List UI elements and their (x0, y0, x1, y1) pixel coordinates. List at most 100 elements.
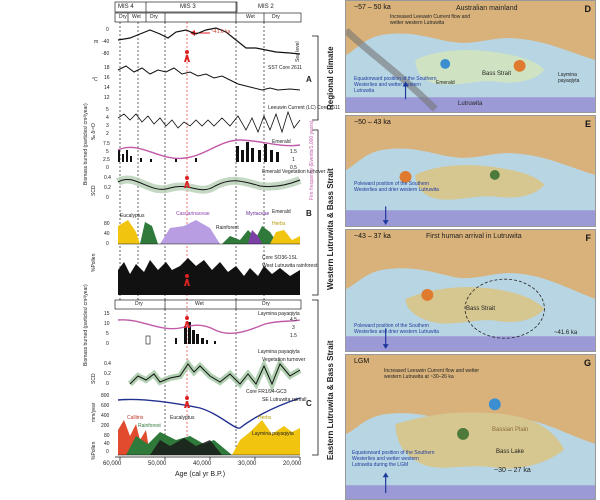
label-emerald: Emerald (272, 139, 291, 145)
tick-label: 80 (104, 433, 110, 439)
tick-label: 4 (106, 115, 109, 121)
map-d-note-6: Lutruwita (458, 101, 483, 107)
map-d-note-4: Emerald (436, 80, 455, 86)
phase-label-3: Dry (150, 14, 158, 20)
label-laymina-2: Laymina payaqiyta (258, 349, 300, 355)
pollen-eucalyptus: Eucalyptus (120, 213, 145, 219)
label-veg-turnover: Vegetation turnover (262, 357, 306, 363)
lower-phase-2: Wet (195, 301, 204, 307)
map-g-note-1: Increased Leeuwin Current flow and wette… (384, 368, 480, 380)
tick-label: 80 (104, 221, 110, 227)
tick-label: 7.5 (103, 141, 110, 147)
map-g-letter: G (583, 358, 591, 368)
map-g-graphic (346, 355, 595, 499)
tick-label: 0.4 (104, 175, 111, 181)
fire-val-bottom-3: 1.5 (290, 333, 297, 339)
pollen-callitris: Callitris (127, 415, 144, 421)
panel-letter-c: C (306, 399, 312, 408)
label-core: Core SO36-1SL (262, 255, 298, 261)
map-d-graphic (346, 1, 595, 112)
map-d-note-1: Increased Leeuwin Current flow and wette… (390, 14, 471, 26)
paleo-record-figure (114, 1, 319, 460)
phase-label-1: Dry (119, 14, 127, 20)
tick-label: 40 (104, 231, 110, 237)
sst-unit: °C (92, 77, 98, 83)
tick-label: 2 (106, 131, 109, 137)
tick-label: 10 (104, 321, 110, 327)
panel-letter-b: B (306, 209, 312, 218)
label-laymina-3: Laymina payaqiyta (252, 431, 294, 437)
tick-label: 5 (106, 107, 109, 113)
map-d-letter: D (584, 4, 592, 14)
section-regional: Regional climate (326, 46, 335, 110)
tick-label: 2.5 (103, 157, 110, 163)
delta-unit: ‰ δ¹⁸O (91, 123, 97, 140)
label-sst: SST Core 2611 (268, 65, 303, 71)
map-d-note-5: Laymina payaqiyta (558, 72, 580, 84)
label-core-fr: Core FR1/94-GC3 (246, 389, 287, 395)
map-panel-d: ~57 – 50 ka Australian mainland D Increa… (345, 0, 596, 113)
tick-label: 14 (104, 85, 110, 91)
x-axis-label: Age (cal yr B.P.) (175, 471, 226, 478)
x-tick: 50,000 (148, 461, 167, 467)
panel-letter-a: A (306, 75, 312, 84)
map-g-note-2: Bassian Plain (492, 427, 529, 433)
sea-level-unit: m (94, 39, 99, 45)
x-tick: 60,000 (103, 461, 122, 467)
map-d-title: ~57 – 50 ka (354, 4, 391, 11)
map-f-note-3: ~41.6 ka (554, 330, 578, 336)
tick-label: 5 (106, 149, 109, 155)
phase-label-5: Dry (272, 14, 280, 20)
pollen-rainforest-bottom: Rainforest (138, 423, 161, 429)
tick-label: -40 (102, 39, 110, 45)
tick-label: 0 (106, 449, 109, 455)
map-g-note-3: Bass Lake (496, 449, 525, 455)
pollen-herbs: Herbs (272, 221, 286, 227)
pollen-rainforest: Rainforest (216, 225, 239, 231)
biomass-unit: Biomass burned (particles/ cm²/year) (83, 103, 89, 185)
map-g-note-4: Equatorward position of the Southern Wes… (352, 450, 435, 468)
fire-val-bottom-2: 3 (292, 325, 295, 331)
fire-val-top-2: 1 (292, 157, 295, 163)
scd-unit-bottom: SCD (91, 373, 97, 384)
map-f-title: ~43 – 37 ka (354, 233, 391, 240)
tick-label: 18 (104, 65, 110, 71)
pollen-herbs-bottom: Herbs (258, 415, 272, 421)
phase-label-2: Wet (132, 14, 141, 20)
tick-label: 12 (104, 95, 110, 101)
tick-label: 40 (104, 441, 110, 447)
tick-label: 400 (101, 413, 110, 419)
tick-label: 0 (106, 27, 109, 33)
tick-label: 0 (106, 341, 109, 347)
x-tick: 20,000 (283, 461, 302, 467)
tick-label: 3 (106, 123, 109, 129)
map-f-subtitle: First human arrival in Lutruwita (426, 233, 522, 240)
pollen-unit-bottom: %Pollen (91, 441, 97, 460)
biomass-unit-bottom: Biomass burned (particles/ cm²/year) (83, 284, 89, 366)
tick-label: 0.2 (104, 371, 111, 377)
tick-label: 0.4 (104, 361, 111, 367)
fire-val-top-3: 0.5 (290, 165, 297, 171)
fire-val-bottom-1: 4.5 (290, 317, 297, 323)
section-west: Western Lutruwita & Bass Strait (326, 168, 335, 290)
stage-label-mis2: MIS 2 (258, 4, 274, 10)
pollen-unit-top: %Pollen (91, 253, 97, 272)
tick-label: 800 (101, 393, 110, 399)
map-f-letter: F (585, 233, 592, 243)
label-sea-level: Sea level (295, 41, 301, 62)
tick-label: 600 (101, 403, 110, 409)
label-laymina-1: Laymina payaqiyta (258, 311, 300, 317)
pollen-myrtaceae: Myrtaceae (246, 211, 270, 217)
label-leeuwin: Leeuwin Current (LC) Core 2611 (268, 105, 341, 111)
x-tick: 30,000 (238, 461, 257, 467)
map-e-graphic (346, 116, 595, 226)
map-g-note-5: ~30 – 27 ka (494, 467, 531, 474)
fire-frequency-label: Fire frequency (Events/1,000 years) (309, 120, 315, 200)
lower-phase-1: Dry (135, 301, 143, 307)
label-emerald-2: Emerald (272, 209, 291, 215)
fire-val-top-1: 1.5 (290, 149, 297, 155)
map-panel-f: ~43 – 37 ka First human arrival in Lutru… (345, 229, 596, 352)
label-west-lutruwita: West Lutruwita rainforest (262, 263, 318, 269)
tick-label: 15 (104, 311, 110, 317)
scd-unit: SCD (91, 185, 97, 196)
